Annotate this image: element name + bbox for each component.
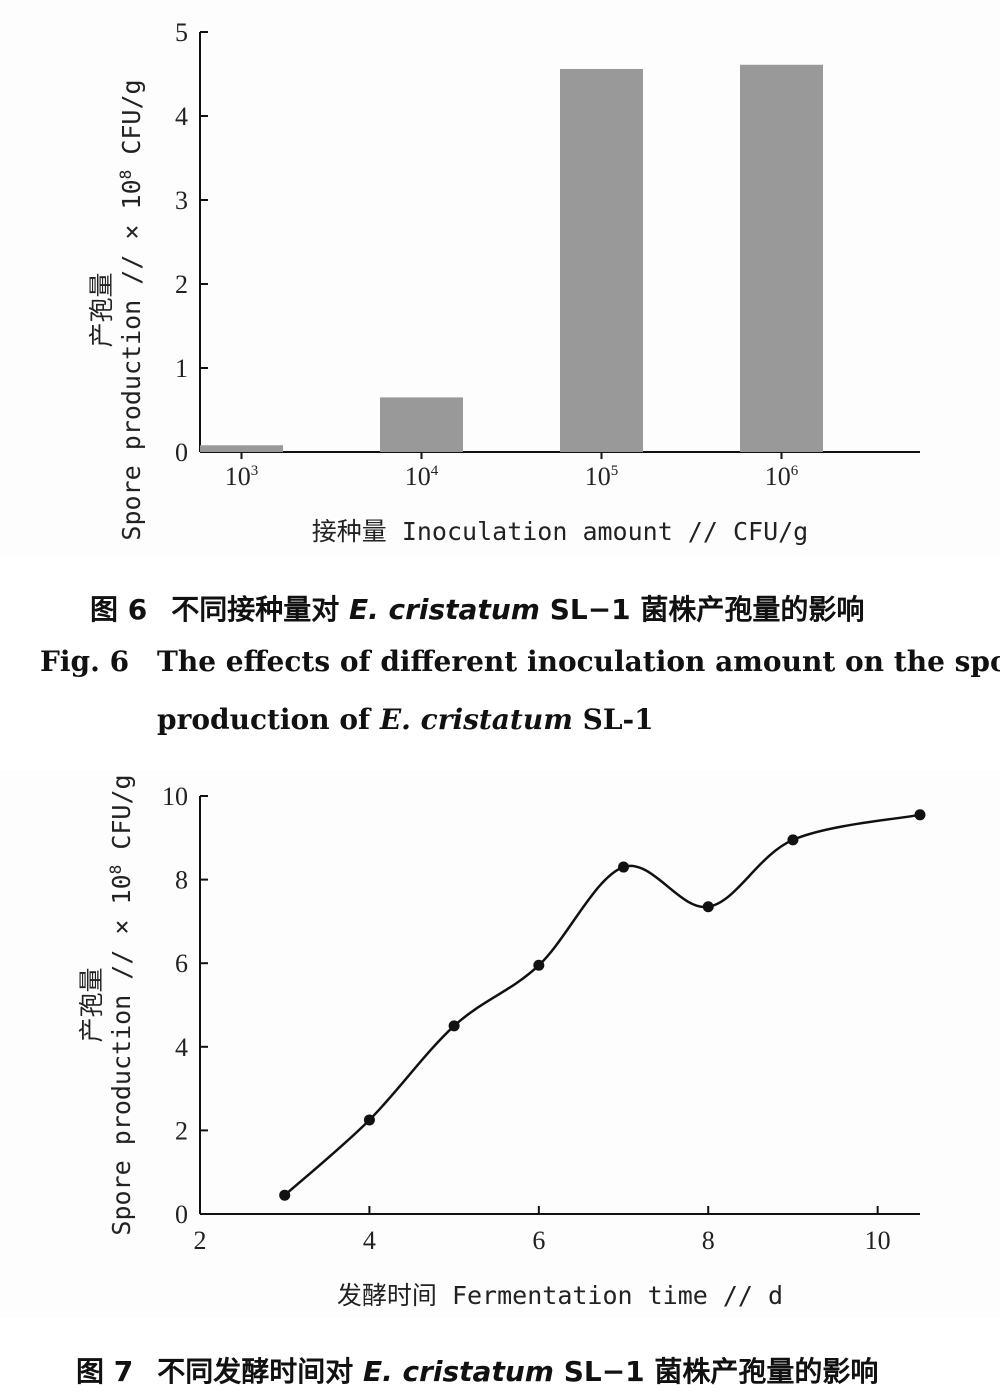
figure-6-label-cn: 图 6 [90, 593, 148, 626]
fig7-data-point [279, 1189, 291, 1201]
fig7-y-tick-label: 4 [175, 1033, 188, 1062]
fig6-y-tick-label: 3 [175, 186, 188, 215]
figure-6-caption-en-line2-before: production of [157, 703, 380, 736]
fig6-x-tick-label: 106 [765, 462, 799, 491]
fig6-x-tick-label-exp: 3 [251, 463, 259, 479]
fig6-bar [740, 64, 823, 452]
figure-6-label-en: Fig. 6 [40, 645, 130, 678]
fig6-bar [380, 397, 463, 452]
fig6-x-tick-label-base: 10 [585, 462, 611, 491]
fig7-x-axis-title: 发酵时间 Fermentation time // d [337, 1281, 783, 1310]
fig6-bar [200, 445, 283, 452]
fig6-y-tick-label: 0 [175, 438, 188, 467]
figure-7-caption-cn-after: SL−1 菌株产孢量的影响 [553, 1355, 879, 1388]
fig7-data-point [533, 959, 545, 971]
fig7-x-tick-label: 6 [532, 1226, 545, 1255]
fig7-y-axis-title-cn: 产孢量 [77, 967, 106, 1042]
figure-7-caption-cn-species: E. cristatum [362, 1355, 554, 1388]
fig7-y-tick-label: 8 [175, 866, 188, 895]
figure-6-panel: 0 1 2 3 4 5 103 104 105 106 接种量 Inoculation amount… [0, 0, 1000, 556]
fig7-data-point [448, 1020, 460, 1032]
fig7-x-tick-label: 4 [363, 1226, 376, 1255]
fig7-y-axis-title-en-main: Spore production // × 10 [107, 874, 136, 1235]
figure-6-caption-en-line2: production of E. cristatum SL-1 [157, 703, 654, 736]
fig6-y-tick-label: 5 [175, 18, 188, 47]
fig6-y-axis-title-en: Spore production // × 108 CFU/g [116, 79, 146, 540]
fig6-bar [560, 68, 643, 453]
figure-6-caption-en-species: E. cristatum [379, 703, 573, 736]
fig7-x-tick-label: 2 [194, 1226, 207, 1255]
fig7-y-tick-label: 2 [175, 1116, 188, 1145]
figure-6-caption-cn-before: 不同接种量对 [171, 593, 349, 626]
fig6-x-tick-label-exp: 6 [791, 463, 799, 479]
fig6-x-tick-label-exp: 4 [431, 463, 439, 479]
fig6-y-axis-title-unit: CFU/g [117, 79, 146, 169]
fig7-series-line [283, 813, 921, 1197]
fig7-data-point [618, 861, 630, 873]
figure-7-caption-cn: 图 7 不同发酵时间对 E. cristatum SL−1 菌株产孢量的影响 [76, 1350, 878, 1390]
figure-7-panel: 0 2 4 6 8 10 2 4 6 8 10 发酵时间 Fermentation time // d… [0, 770, 1000, 1318]
fig7-y-tick-label: 6 [175, 949, 188, 978]
fig6-x-tick-label-base: 10 [225, 462, 251, 491]
fig6-x-tick-label-base: 10 [405, 462, 431, 491]
fig6-y-axis-title-exp: 8 [116, 170, 135, 180]
fig6-x-tick-label: 104 [405, 462, 439, 491]
figure-7-caption-cn-before: 不同发酵时间对 [157, 1355, 363, 1388]
fig7-data-point [702, 901, 714, 913]
fig7-y-axis-title-exp: 8 [106, 865, 125, 875]
fig7-y-tick-label: 10 [162, 782, 188, 811]
fig6-x-axis-title: 接种量 Inoculation amount // CFU/g [312, 517, 808, 546]
fig7-x-tick-label: 8 [702, 1226, 715, 1255]
figure-6-caption-cn-after: SL−1 菌株产孢量的影响 [539, 593, 865, 626]
fig7-y-axis-title-en: Spore production // × 108 CFU/g [106, 774, 136, 1235]
fig7-data-point [914, 809, 926, 821]
fig7-data-point [787, 834, 799, 846]
fig6-y-tick-label: 1 [175, 354, 188, 383]
fig6-x-tick-label: 103 [225, 462, 259, 491]
figure-6-caption-en: Fig. 6 [40, 645, 129, 678]
fig6-x-tick-label: 105 [585, 462, 619, 491]
figure-6-caption-cn-species: E. cristatum [348, 593, 540, 626]
fig6-y-axis-title-cn: 产孢量 [87, 272, 116, 347]
fig6-y-axis-title-en-main: Spore production // × 10 [117, 179, 146, 540]
fig7-x-tick-label: 10 [865, 1226, 891, 1255]
figure-6-caption-cn: 图 6 不同接种量对 E. cristatum SL−1 菌株产孢量的影响 [90, 588, 864, 628]
fig6-x-tick-label-exp: 5 [611, 463, 619, 479]
fig7-y-axis-title-unit: CFU/g [107, 774, 136, 864]
figure-6-caption-en-line2-after: SL-1 [572, 703, 654, 736]
fig7-y-tick-label: 0 [175, 1200, 188, 1229]
fig6-y-tick-label: 2 [175, 270, 188, 299]
fig6-y-tick-label: 4 [175, 102, 188, 131]
figure-6-caption-en-line1: The effects of different inoculation amo… [157, 645, 1000, 678]
figure-7-label-cn: 图 7 [76, 1355, 134, 1388]
fig6-x-tick-label-base: 10 [765, 462, 791, 491]
fig7-data-point [363, 1114, 375, 1126]
